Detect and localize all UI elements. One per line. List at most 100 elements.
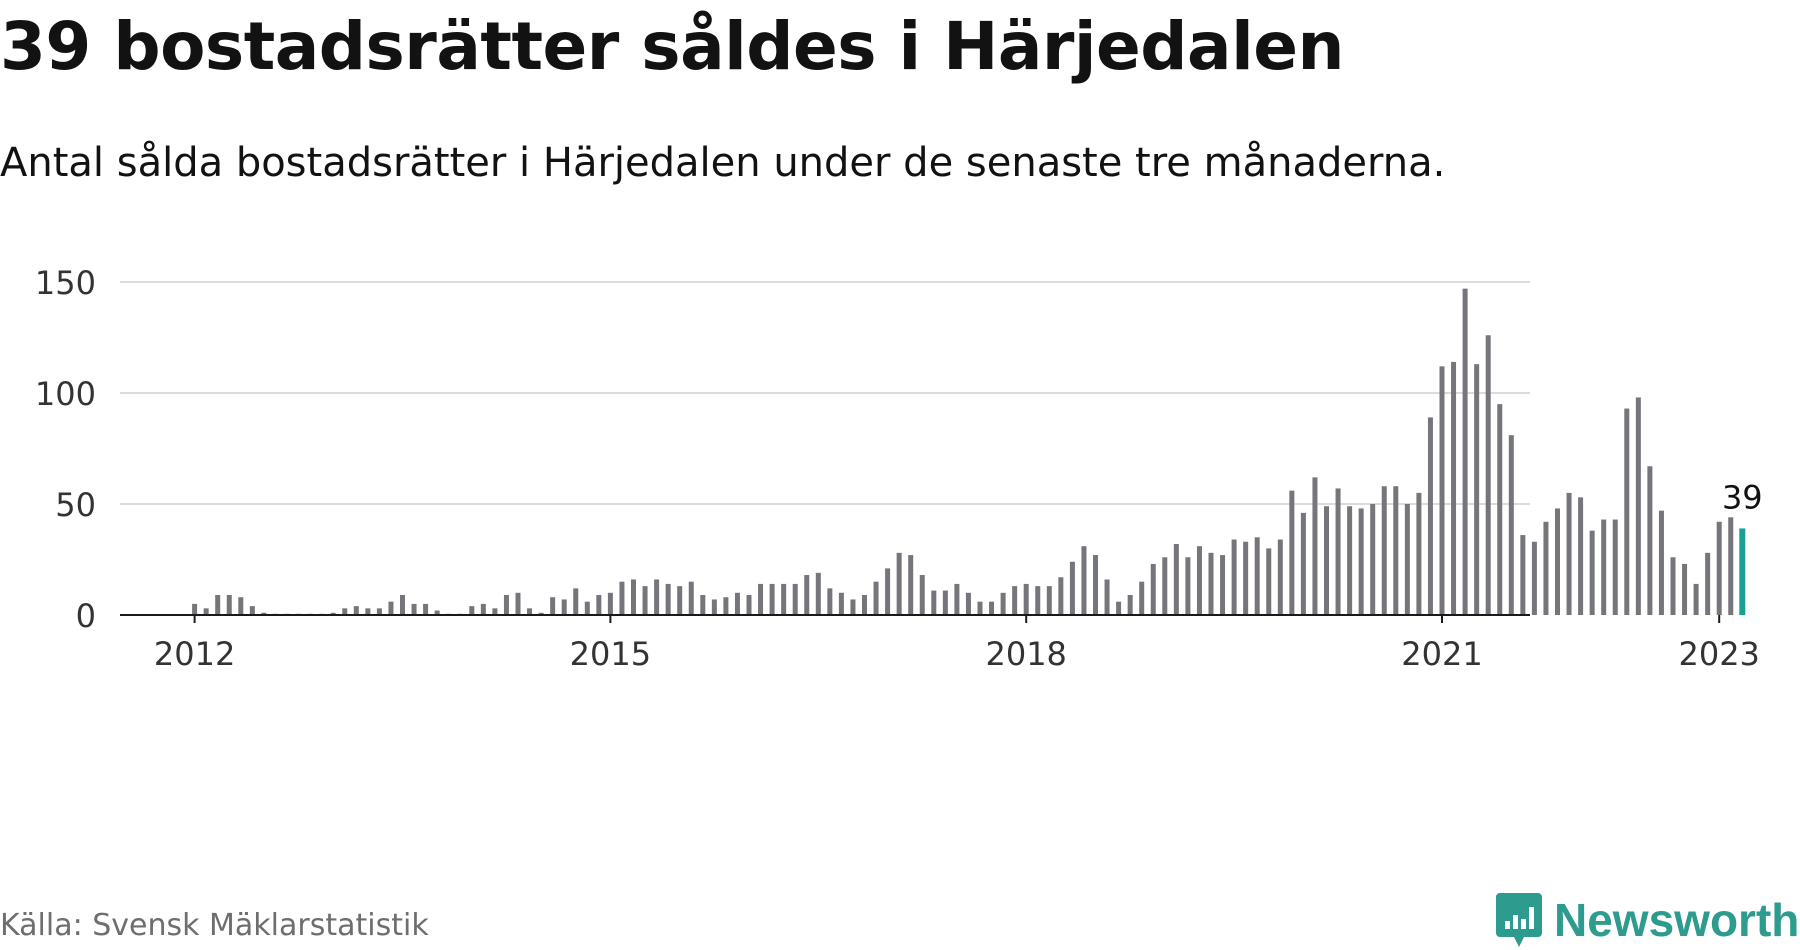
bar xyxy=(215,595,221,615)
bar xyxy=(838,592,844,615)
bar xyxy=(1254,537,1260,615)
bar xyxy=(388,601,394,615)
bar xyxy=(1381,486,1387,615)
x-tick-label: 2021 xyxy=(1401,635,1482,673)
bar xyxy=(1647,466,1653,615)
bar xyxy=(226,595,232,615)
bar xyxy=(1069,561,1075,615)
bar xyxy=(1520,535,1526,615)
bar xyxy=(1162,557,1168,615)
newsworthy-logo-icon xyxy=(1496,893,1542,947)
bar xyxy=(954,583,960,615)
bar xyxy=(677,586,683,615)
bar xyxy=(792,583,798,615)
bar xyxy=(1427,417,1433,615)
bar xyxy=(607,592,613,615)
bar xyxy=(1093,555,1098,615)
bar xyxy=(480,603,486,615)
bar xyxy=(1231,539,1237,615)
y-tick-label: 50 xyxy=(55,486,96,524)
bar xyxy=(353,606,359,615)
bar xyxy=(1485,335,1491,615)
bar xyxy=(1658,510,1664,615)
bar xyxy=(1693,583,1699,615)
bar xyxy=(1289,490,1295,615)
chart-title: 39 bostadsrätter såldes i Härjedalen xyxy=(0,8,1344,85)
chart-subtitle: Antal sålda bostadsrätter i Härjedalen u… xyxy=(0,140,1446,186)
bar xyxy=(1347,506,1353,615)
bar xyxy=(1416,492,1422,615)
bar xyxy=(1104,579,1110,615)
bar xyxy=(850,599,856,615)
bar xyxy=(1682,563,1688,615)
bar xyxy=(1035,586,1041,615)
bar xyxy=(561,599,567,615)
bar xyxy=(1555,508,1560,615)
y-tick-label: 0 xyxy=(76,597,96,635)
bar xyxy=(1312,477,1318,615)
bar xyxy=(781,583,787,615)
bar xyxy=(1023,583,1029,615)
bar xyxy=(342,608,348,615)
brand-name: Newsworthy xyxy=(1554,894,1800,946)
brand[interactable]: Newsworthy xyxy=(1494,890,1800,950)
bar xyxy=(550,597,556,615)
bar xyxy=(1127,595,1133,615)
bar xyxy=(1404,504,1410,615)
bar xyxy=(1012,586,1018,615)
bar xyxy=(1116,601,1122,615)
bar xyxy=(1531,541,1537,615)
bar xyxy=(1185,557,1191,615)
bar xyxy=(734,592,740,615)
bar xyxy=(400,595,405,615)
bar xyxy=(573,588,579,615)
bar xyxy=(1474,364,1480,615)
x-tick-label: 2012 xyxy=(154,635,235,673)
bar xyxy=(688,581,694,615)
bar xyxy=(1324,506,1329,615)
y-tick-label: 100 xyxy=(35,375,96,413)
bar xyxy=(423,603,429,615)
bar xyxy=(1462,288,1468,615)
bar xyxy=(1058,577,1064,615)
bar xyxy=(1543,521,1549,615)
bar xyxy=(1300,512,1306,615)
bar xyxy=(1670,557,1676,615)
bar xyxy=(908,555,914,615)
bar xyxy=(1716,521,1722,615)
bar xyxy=(885,568,891,615)
bar xyxy=(804,575,810,615)
source-note: Källa: Svensk Mäklarstatistik xyxy=(0,908,429,943)
bar xyxy=(1393,486,1399,615)
bar xyxy=(1139,581,1145,615)
bar xyxy=(631,579,636,615)
bar xyxy=(965,592,971,615)
bar xyxy=(1220,555,1226,615)
bar xyxy=(411,603,417,615)
bar xyxy=(584,601,590,615)
bar xyxy=(942,590,948,615)
bar xyxy=(503,595,509,615)
y-tick-label: 150 xyxy=(35,264,96,302)
bar xyxy=(1243,541,1249,615)
bar xyxy=(989,601,995,615)
bar xyxy=(746,595,752,615)
bar xyxy=(654,579,660,615)
bar xyxy=(862,595,867,615)
bar xyxy=(723,597,729,615)
bar xyxy=(469,606,475,615)
bar xyxy=(515,592,521,615)
bar xyxy=(1635,397,1641,615)
bar xyxy=(1624,408,1630,615)
bar xyxy=(896,552,902,615)
bar xyxy=(538,612,544,615)
bar xyxy=(931,590,937,615)
bar xyxy=(192,603,198,615)
bar xyxy=(1439,366,1445,615)
bar xyxy=(1370,504,1376,615)
bar xyxy=(769,583,775,615)
bar xyxy=(1705,552,1711,615)
bar xyxy=(1266,548,1272,615)
bar xyxy=(1196,546,1202,615)
bar xyxy=(1601,519,1607,615)
